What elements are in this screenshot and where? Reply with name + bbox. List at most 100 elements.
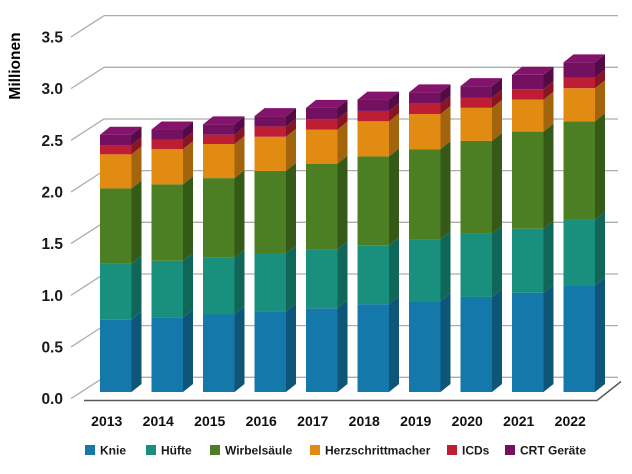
legend-swatch-ICDs [447, 445, 457, 455]
segment-side-Hüfte-2018 [389, 237, 399, 305]
segment-Wirbelsäule-2015 [203, 178, 235, 258]
y-tick-label-1.0: 1.0 [41, 288, 63, 305]
segment-Herzschrittmacher-2016 [254, 136, 286, 171]
gridline-depth-connector [70, 273, 105, 296]
segment-side-Hüfte-2016 [286, 245, 296, 312]
bar-2019 [409, 84, 451, 392]
segment-side-Hüfte-2014 [183, 252, 193, 318]
segment-Hüfte-2014 [151, 260, 183, 318]
legend: Knie Hüfte Wirbelsäule Herzschrittmacher ICD… [85, 444, 586, 458]
segment-Knie-2019 [409, 301, 441, 392]
bar-2015 [203, 116, 245, 392]
segment-side-Herzschrittmacher-2016 [286, 128, 296, 171]
segment-Herzschrittmacher-2020 [460, 107, 492, 141]
legend-swatch-Herzschrittmacher [310, 445, 320, 455]
segment-side-ICDs-2020 [492, 89, 502, 108]
legend-swatch-CRT Geräte [505, 445, 515, 455]
segment-CRT Geräte-2015 [203, 124, 235, 135]
segment-Herzschrittmacher-2019 [409, 114, 441, 150]
segment-side-CRT Geräte-2022 [595, 54, 605, 78]
y-axis-title: Millionen [7, 32, 24, 99]
segment-side-ICDs-2019 [440, 95, 451, 115]
segment-side-Herzschrittmacher-2021 [543, 91, 554, 132]
segment-Wirbelsäule-2019 [409, 149, 441, 240]
segment-CRT Geräte-2019 [409, 92, 441, 104]
segment-side-CRT Geräte-2015 [234, 116, 245, 135]
segment-Knie-2018 [357, 304, 389, 392]
segment-side-Wirbelsäule-2018 [389, 148, 399, 246]
segment-CRT Geräte-2022 [563, 62, 595, 78]
legend-swatch-Knie [85, 445, 95, 455]
bar-2016 [254, 108, 296, 392]
y-tick-label-2.0: 2.0 [41, 184, 63, 201]
bar-2020 [460, 78, 502, 392]
segment-side-ICDs-2013 [131, 137, 142, 155]
segment-side-Herzschrittmacher-2013 [131, 146, 142, 189]
x-tick-label-2013: 2013 [91, 413, 122, 429]
segment-side-Wirbelsäule-2014 [183, 176, 193, 261]
segment-side-Knie-2022 [595, 277, 605, 392]
segment-side-ICDs-2022 [595, 69, 605, 89]
segment-side-ICDs-2021 [543, 81, 554, 100]
gridline-depth-connector [70, 15, 105, 38]
segment-Knie-2022 [563, 285, 595, 392]
segment-Wirbelsäule-2013 [100, 188, 132, 264]
y-tick-label-2.5: 2.5 [41, 133, 63, 150]
y-tick-label-0.0: 0.0 [41, 391, 63, 408]
bar-top-face-2019 [409, 84, 451, 93]
segment-Hüfte-2013 [100, 263, 132, 320]
gridline-depth-connector [70, 66, 105, 90]
legend-label-Wirbelsäule: Wirbelsäule [225, 444, 293, 458]
legend-item-ICDs: ICDs [447, 444, 490, 458]
segment-side-ICDs-2014 [183, 131, 193, 150]
legend-label-Hüfte: Hüfte [161, 444, 192, 458]
segment-side-Herzschrittmacher-2017 [337, 121, 348, 164]
legend-item-Hüfte: Hüfte [146, 444, 192, 458]
segment-side-Herzschrittmacher-2018 [389, 113, 399, 157]
segment-ICDs-2019 [409, 103, 441, 115]
segment-side-Wirbelsäule-2020 [492, 132, 502, 234]
segment-side-ICDs-2018 [389, 102, 399, 122]
segment-side-Hüfte-2013 [131, 255, 142, 320]
segment-side-CRT Geräte-2018 [389, 91, 399, 111]
legend-item-CRT Geräte: CRT Geräte [505, 444, 586, 458]
segment-side-Wirbelsäule-2017 [337, 155, 348, 250]
legend-label-Knie: Knie [100, 444, 126, 458]
segment-CRT Geräte-2013 [100, 134, 132, 146]
segment-Knie-2014 [151, 317, 183, 392]
segment-side-ICDs-2017 [337, 111, 348, 130]
legend-label-Herzschrittmacher: Herzschrittmacher [325, 444, 431, 458]
gridline-depth-connector [70, 376, 105, 400]
segment-side-Hüfte-2017 [337, 241, 348, 309]
bar-top-face-2015 [203, 116, 245, 125]
segment-Hüfte-2015 [203, 257, 235, 315]
x-axis-tick-labels: 2013 2014 2015 2016 2017 2018 2019 2020 2021 2022 [91, 413, 586, 429]
segment-ICDs-2018 [357, 110, 389, 122]
bar-2018 [357, 91, 399, 392]
segment-side-Wirbelsäule-2022 [595, 113, 605, 220]
bar-top-face-2013 [100, 126, 142, 135]
segment-side-Hüfte-2019 [440, 231, 451, 302]
segment-Hüfte-2021 [512, 228, 544, 293]
y-tick-label-0.5: 0.5 [41, 339, 63, 356]
x-tick-label-2015: 2015 [194, 413, 225, 429]
segment-side-Hüfte-2015 [234, 249, 245, 315]
segment-CRT Geräte-2021 [512, 74, 544, 90]
segment-Hüfte-2017 [306, 249, 338, 309]
x-tick-label-2020: 2020 [452, 413, 483, 429]
segment-side-Wirbelsäule-2013 [131, 180, 142, 264]
segment-ICDs-2017 [306, 119, 338, 130]
y-tick-label-1.5: 1.5 [41, 236, 63, 253]
segment-ICDs-2021 [512, 89, 544, 100]
bar-top-face-2016 [254, 108, 296, 117]
segment-side-Knie-2013 [131, 311, 142, 392]
bar-top-face-2018 [357, 91, 399, 100]
segment-side-Wirbelsäule-2015 [234, 170, 245, 258]
segment-side-CRT Geräte-2016 [286, 108, 296, 127]
segment-side-Wirbelsäule-2019 [440, 141, 451, 240]
segment-Hüfte-2020 [460, 233, 492, 297]
y-axis-tick-labels: 0.0 0.5 1.0 1.5 2.0 2.5 3.0 3.5 [41, 29, 63, 408]
segment-Hüfte-2022 [563, 219, 595, 286]
segment-side-Herzschrittmacher-2022 [595, 80, 605, 122]
